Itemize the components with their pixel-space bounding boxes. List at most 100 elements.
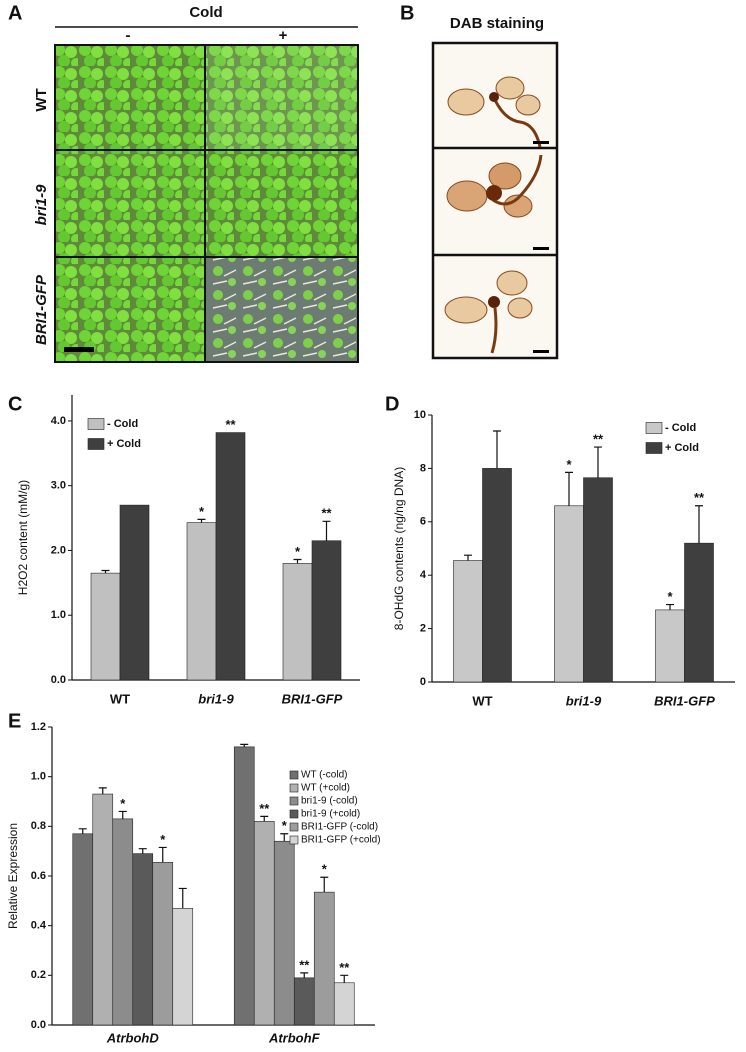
legend-swatch <box>289 796 299 806</box>
bar <box>152 862 174 1026</box>
legend-swatch <box>289 822 299 832</box>
error-bar <box>178 887 187 909</box>
y-tick-label: 0.0 <box>51 674 66 686</box>
panel-label: E <box>8 710 21 732</box>
legend-swatch <box>289 783 299 793</box>
error-bar <box>320 876 329 893</box>
significance: * <box>566 457 572 472</box>
bar <box>482 468 512 683</box>
x-tick-label: bri1-9 <box>198 691 234 706</box>
error-bar <box>158 846 167 863</box>
row-label: bri1-9 <box>33 184 50 226</box>
legend-label: + Cold <box>107 438 141 450</box>
significance: ** <box>225 417 236 432</box>
y-tick-label: 0.4 <box>31 920 47 932</box>
bar <box>655 609 685 683</box>
y-tick-label: 10 <box>414 409 426 421</box>
error-bar <box>78 828 87 834</box>
error-bar <box>98 787 107 795</box>
y-axis-label: Relative Expression <box>6 823 20 929</box>
legend-swatch <box>289 835 299 845</box>
error-bar <box>594 446 602 478</box>
legend-label: bri1-9 (+cold) <box>301 809 360 820</box>
bar <box>313 891 335 1026</box>
significance: ** <box>593 431 604 446</box>
bar <box>215 432 246 681</box>
error-bar <box>666 603 674 610</box>
x-tick-label: BRI1-GFP <box>282 691 343 706</box>
bar <box>311 540 342 681</box>
error-bar <box>695 505 703 544</box>
error-bar <box>280 833 289 842</box>
legend-swatch <box>87 438 105 450</box>
y-tick-label: 1.0 <box>31 771 46 783</box>
error-bar <box>300 972 309 978</box>
bar <box>554 505 584 683</box>
legend-label: BRI1-GFP (+cold) <box>301 835 381 846</box>
bar <box>132 853 154 1026</box>
error-bar <box>101 569 110 574</box>
error-bar <box>260 815 269 822</box>
legend-swatch <box>645 442 663 454</box>
column-label: - <box>126 27 131 44</box>
bar <box>90 572 121 681</box>
bar <box>293 977 315 1026</box>
bar <box>186 522 217 681</box>
legend-label: WT (-cold) <box>301 770 347 781</box>
error-bar <box>493 430 501 469</box>
y-axis-label: 8-OHdG contents (ng/ng DNA) <box>392 467 406 630</box>
row-label: WT <box>33 88 50 111</box>
significance: * <box>282 818 288 833</box>
y-tick-label: 4.0 <box>51 415 66 427</box>
panel-label: A <box>8 2 22 24</box>
legend-swatch <box>87 418 105 430</box>
error-bar <box>240 743 249 747</box>
significance: * <box>322 862 328 877</box>
panel-label: C <box>8 393 22 415</box>
significance: ** <box>321 506 332 521</box>
significance: * <box>120 796 126 811</box>
column-label: + <box>279 27 288 44</box>
y-tick-label: 4 <box>420 569 427 581</box>
y-tick-label: 1.2 <box>31 721 46 733</box>
y-tick-label: 8 <box>420 462 426 474</box>
bar <box>333 982 355 1026</box>
bar <box>282 563 313 681</box>
legend-label: bri1-9 (-cold) <box>301 796 358 807</box>
bar <box>112 818 134 1026</box>
error-bar <box>118 810 127 819</box>
x-tick-label: AtrbohD <box>106 1030 160 1045</box>
panel-label: B <box>400 2 414 24</box>
legend-swatch <box>289 770 299 780</box>
x-tick-label: bri1-9 <box>566 693 602 708</box>
error-bar <box>138 848 147 854</box>
y-tick-label: 2 <box>420 623 426 635</box>
y-tick-label: 3.0 <box>51 480 66 492</box>
y-tick-label: 6 <box>420 516 426 528</box>
significance: * <box>160 832 166 847</box>
panel-title: DAB staining <box>450 15 544 32</box>
legend-label: WT (+cold) <box>301 783 350 794</box>
error-bar <box>464 554 472 561</box>
significance: * <box>295 544 301 559</box>
y-axis-label: H2O2 content (mM/g) <box>16 480 30 595</box>
legend-swatch <box>289 809 299 819</box>
y-tick-label: 0.8 <box>31 820 46 832</box>
bar <box>233 746 255 1026</box>
significance: * <box>199 504 205 519</box>
error-bar <box>565 471 573 506</box>
y-tick-label: 0.2 <box>31 969 46 981</box>
significance: ** <box>299 957 310 972</box>
significance: ** <box>259 801 270 816</box>
bar <box>583 477 613 683</box>
bar <box>172 907 194 1026</box>
error-bar <box>197 518 206 523</box>
x-tick-label: BRI1-GFP <box>654 693 715 708</box>
significance: * <box>667 589 673 604</box>
legend-swatch <box>645 422 663 434</box>
legend-label: + Cold <box>665 442 699 454</box>
bar <box>453 560 483 683</box>
panel-label: D <box>385 393 399 415</box>
x-tick-label: WT <box>110 691 130 706</box>
